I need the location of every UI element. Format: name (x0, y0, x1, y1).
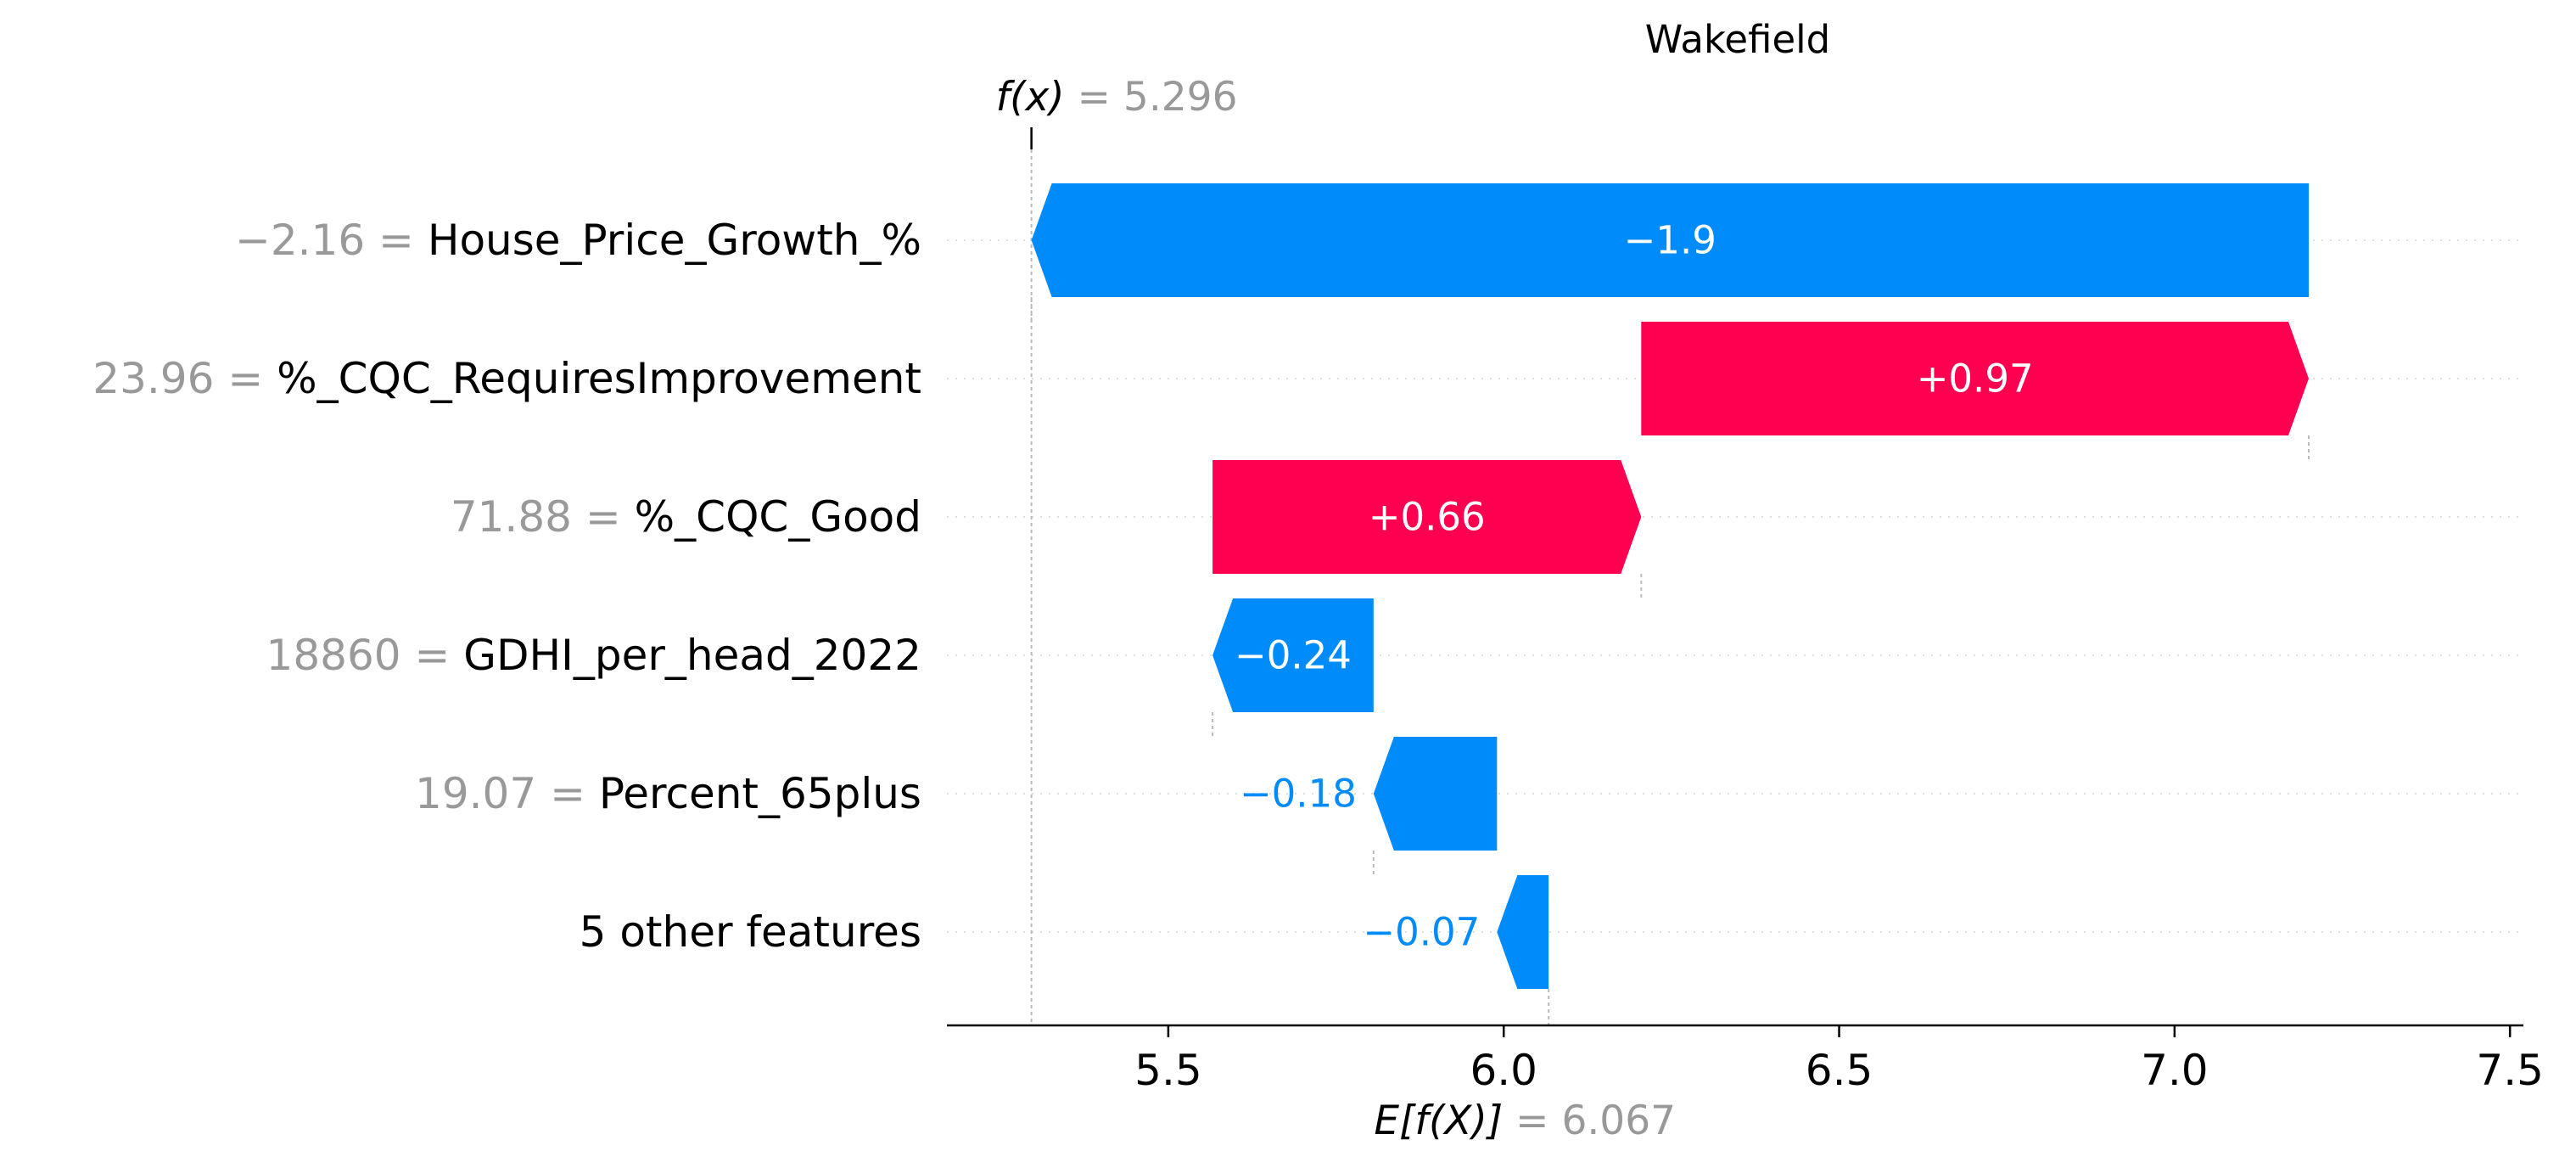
feature-name: %_CQC_Good (635, 492, 921, 542)
feature-label: −2.16 = House_Price_Growth_% (235, 216, 921, 265)
x-tick-label: 5.5 (1134, 1046, 1202, 1095)
efx-value: = 6.067 (1515, 1098, 1676, 1144)
feature-label: 5 other features (580, 907, 921, 957)
x-tick-label: 6.5 (1806, 1046, 1873, 1095)
x-tick-label: 6.0 (1470, 1046, 1537, 1095)
x-axis: 5.5 6.0 6.5 7.0 7.5 (947, 1024, 2544, 1095)
feature-name: House_Price_Growth_% (428, 216, 921, 265)
bar-1 (1031, 183, 2309, 297)
feature-label: 23.96 = %_CQC_RequiresImprovement (92, 354, 921, 403)
fx-symbol: f(x) (996, 74, 1078, 121)
feature-name: GDHI_per_head_2022 (463, 631, 921, 680)
contribution-label: −0.18 (1240, 772, 1357, 817)
bar-3 (1212, 460, 1642, 574)
feature-value: −2.16 = (235, 216, 428, 265)
feature-label: 18860 = GDHI_per_head_2022 (266, 631, 921, 680)
contribution-label: −0.24 (1235, 633, 1352, 678)
feature-label: 19.07 = Percent_65plus (415, 769, 921, 818)
efx-annotation: E[f(X)] = 6.067 (1374, 1098, 1676, 1144)
feature-value: 71.88 = (451, 492, 635, 542)
feature-name: 5 other features (580, 907, 921, 957)
contribution-bars: −1.9 +0.97 +0.66 −0.24 −0.18 −0.07 (1031, 183, 2309, 989)
contribution-label: −0.07 (1363, 910, 1480, 955)
bar-6 (1497, 875, 1549, 989)
efx-symbol: E[f(X)] (1374, 1098, 1515, 1144)
contribution-label: +0.97 (1917, 357, 2034, 402)
feature-labels: −2.16 = House_Price_Growth_% 23.96 = %_CQ… (92, 216, 921, 957)
fx-value: = 5.296 (1078, 74, 1238, 121)
feature-label: 71.88 = %_CQC_Good (451, 492, 921, 542)
contribution-label: −1.9 (1624, 218, 1716, 263)
feature-value: 19.07 = (415, 769, 599, 818)
fx-annotation: f(x) = 5.296 (996, 74, 1238, 149)
feature-name: %_CQC_RequiresImprovement (277, 354, 921, 403)
efx-label: E[f(X)] = 6.067 (1374, 1098, 1676, 1144)
bar-5 (1373, 737, 1498, 851)
feature-name: Percent_65plus (599, 769, 921, 818)
bar-2 (1641, 322, 2309, 435)
bar-4 (1212, 598, 1374, 712)
guide-lines (1030, 136, 2310, 1025)
feature-value: 23.96 = (92, 354, 277, 403)
x-tick-label: 7.5 (2476, 1046, 2544, 1095)
chart-title: Wakefield (1645, 17, 1830, 62)
x-tick-label: 7.0 (2141, 1046, 2209, 1095)
feature-value: 18860 = (266, 631, 464, 680)
fx-label: f(x) = 5.296 (996, 74, 1238, 121)
contribution-label: +0.66 (1369, 495, 1486, 540)
